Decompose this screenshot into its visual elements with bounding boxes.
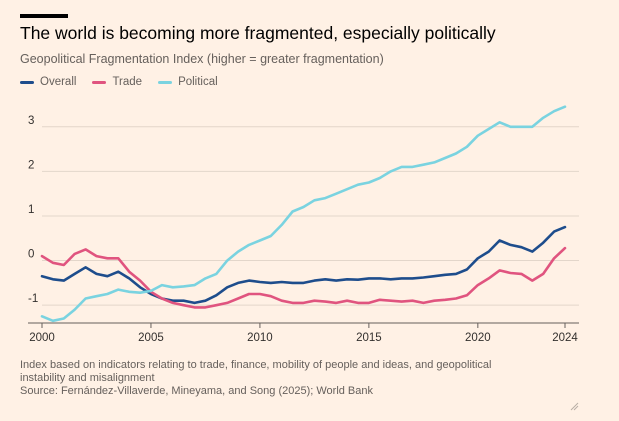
note-line-1: Index based on indicators relating to tr…: [20, 359, 492, 371]
x-tick-label: 2020: [465, 332, 491, 344]
resize-handle-icon: [570, 402, 579, 411]
x-tick-label: 2015: [356, 332, 382, 344]
series-line-overall: [40, 225, 567, 305]
y-tick-label: 2: [28, 159, 34, 171]
legend-swatch-overall: [20, 80, 34, 84]
x-tick-label: 2005: [138, 332, 164, 344]
legend-item-trade: Trade: [92, 76, 142, 88]
chart-note: Index based on indicators relating to tr…: [20, 359, 540, 398]
series-line-trade: [40, 246, 567, 309]
x-tick-label: 2024: [552, 332, 578, 344]
legend-label-political: Political: [178, 76, 218, 88]
legend-label-trade: Trade: [112, 76, 143, 88]
chart-title: The world is becoming more fragmented, e…: [20, 23, 496, 43]
y-tick-label: 3: [28, 115, 34, 127]
y-tick-label: -1: [28, 293, 38, 305]
note-line-2: instability and misalignment: [20, 372, 155, 384]
title-accent-bar: [20, 14, 68, 18]
source-line: Source: Fernández-Villaverde, Mineyama, …: [20, 385, 374, 397]
y-tick-label: 0: [28, 249, 34, 261]
legend-item-overall: Overall: [20, 76, 76, 88]
legend-swatch-trade: [92, 80, 107, 84]
legend: Overall Trade Political: [20, 76, 234, 88]
legend-swatch-political: [158, 80, 173, 84]
x-tick-label: 2000: [29, 332, 55, 344]
legend-item-political: Political: [158, 76, 218, 88]
y-tick-label: 1: [28, 204, 34, 216]
chart-subtitle: Geopolitical Fragmentation Index (higher…: [20, 52, 384, 66]
x-tick-label: 2010: [247, 332, 273, 344]
series-line-political: [40, 105, 567, 323]
legend-label-overall: Overall: [40, 76, 77, 88]
